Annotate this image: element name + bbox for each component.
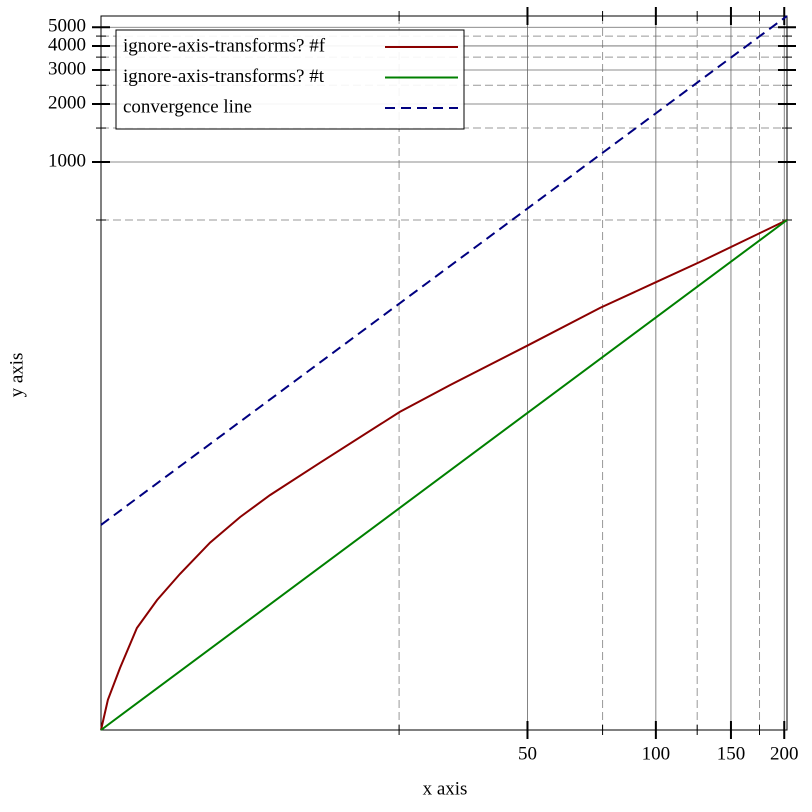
line-series <box>100 219 788 731</box>
y-axis-label: y axis <box>6 353 27 398</box>
plot-frame <box>100 15 788 731</box>
line-series <box>100 15 788 526</box>
y-tick-label: 1000 <box>48 150 86 171</box>
x-axis-label: x axis <box>423 778 468 799</box>
x-tick-label: 50 <box>518 743 537 764</box>
line-series <box>100 219 788 731</box>
y-tick-label: 2000 <box>48 92 86 113</box>
y-tick-label: 3000 <box>48 58 86 79</box>
legend-label: ignore-axis-transforms? #f <box>123 35 326 56</box>
y-tick-label: 5000 <box>48 16 86 37</box>
legend-label: ignore-axis-transforms? #t <box>123 66 325 87</box>
x-tick-label: 200 <box>770 743 799 764</box>
x-tick-label: 150 <box>717 743 746 764</box>
x-tick-label: 100 <box>642 743 671 764</box>
legend-label: convergence line <box>123 96 252 117</box>
y-tick-label: 4000 <box>48 34 86 55</box>
